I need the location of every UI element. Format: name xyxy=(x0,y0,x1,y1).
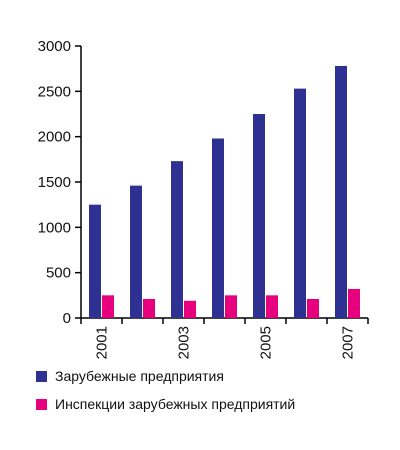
bar-foreign-enterprises-2003 xyxy=(171,161,183,318)
bar-foreign-enterprises-2004 xyxy=(212,138,224,318)
bar-inspections-2005 xyxy=(266,295,278,318)
bar-foreign-enterprises-2005 xyxy=(253,114,265,318)
y-tick-label: 3000 xyxy=(38,38,71,55)
y-tick-label: 2500 xyxy=(38,83,71,100)
bar-inspections-2007 xyxy=(348,288,360,318)
bar-inspections-2001 xyxy=(102,295,114,318)
y-tick-label: 2000 xyxy=(38,129,71,146)
bar-inspections-2002 xyxy=(143,298,155,318)
bar-foreign-enterprises-2006 xyxy=(294,88,306,318)
x-tick-label: 2005 xyxy=(258,326,275,359)
legend-item-inspections: Инспекции зарубежных предприятий xyxy=(36,394,295,414)
legend-label-foreign-enterprises: Зарубежные предприятия xyxy=(55,368,224,384)
legend: Зарубежные предприятия Инспекции зарубеж… xyxy=(36,366,295,422)
y-tick-label: 1500 xyxy=(38,174,71,191)
bar-inspections-2004 xyxy=(225,295,237,318)
y-tick-label: 0 xyxy=(63,310,71,327)
legend-swatch-foreign-enterprises xyxy=(36,370,47,382)
x-tick-label: 2001 xyxy=(94,326,111,359)
legend-label-inspections: Инспекции зарубежных предприятий xyxy=(55,396,296,412)
x-axis: 2001 2003 2005 2007 xyxy=(80,317,369,359)
bars xyxy=(89,65,360,319)
y-tick-label: 500 xyxy=(46,265,71,282)
x-tick-label: 2003 xyxy=(176,326,193,359)
bar-foreign-enterprises-2001 xyxy=(89,204,101,318)
bar-inspections-2003 xyxy=(184,300,196,318)
legend-swatch-inspections xyxy=(36,398,47,410)
x-tick-label: 2007 xyxy=(340,326,357,359)
bar-foreign-enterprises-2007 xyxy=(335,65,347,319)
bar-foreign-enterprises-2002 xyxy=(130,185,142,318)
legend-item-foreign-enterprises: Зарубежные предприятия xyxy=(36,366,295,386)
y-axis: 0 500 1000 1500 2000 2500 3000 xyxy=(38,38,82,327)
bar-inspections-2006 xyxy=(307,298,319,318)
y-tick-label: 1000 xyxy=(38,219,71,236)
